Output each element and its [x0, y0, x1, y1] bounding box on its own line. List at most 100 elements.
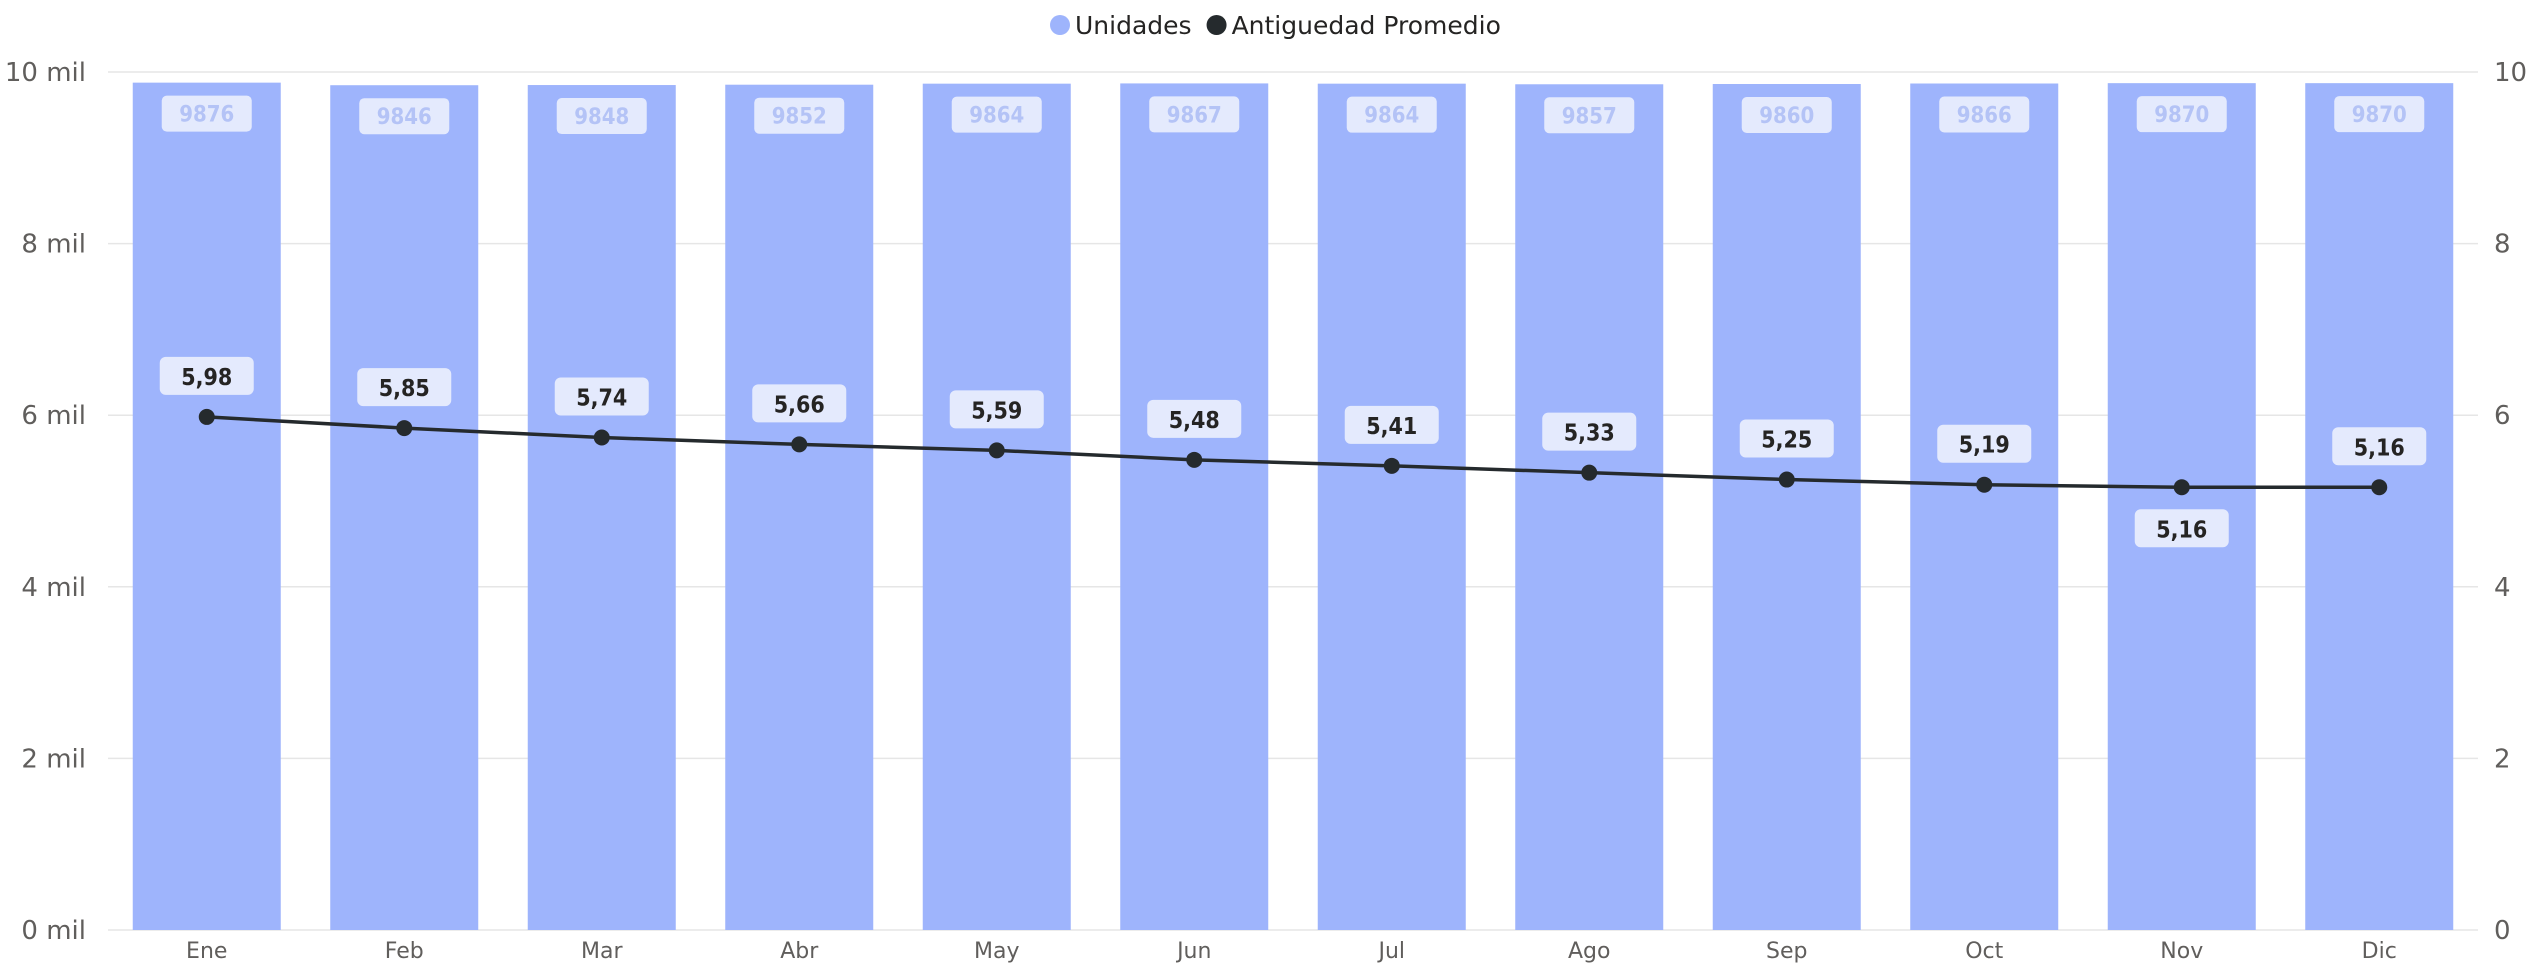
bar-label-box [161, 95, 252, 132]
y-tick-label-left: 4 mil [21, 573, 86, 603]
line-data-label: 5,41 [1344, 405, 1439, 444]
bar-data-label: 9860 [1741, 97, 1832, 134]
bar-label-text: 9870 [2352, 103, 2407, 128]
bar-data-label: 9866 [1939, 96, 2030, 133]
bar [527, 85, 676, 930]
line-label-box [2332, 427, 2427, 466]
bar-label-text: 9867 [1167, 103, 1222, 128]
bar-data-label: 9870 [2136, 96, 2227, 133]
y-tick-label-right: 0 [2494, 916, 2511, 946]
legend-marker [1050, 15, 1070, 35]
y-axis-left: 0 mil 2 mil 4 mil 6 mil 8 mil 10 mil [5, 58, 86, 946]
bar [725, 84, 874, 930]
x-tick-label: Ago [1568, 939, 1610, 964]
x-tick-label: May [974, 939, 1019, 964]
line-label-box [1739, 419, 1834, 458]
line-point [198, 408, 215, 425]
bar-label-text: 9864 [969, 104, 1024, 129]
bar-data-label: 9876 [161, 95, 252, 132]
bar-label-box [359, 98, 450, 135]
line-point [791, 436, 808, 453]
bar-label-box [1149, 96, 1240, 133]
bar-label-text: 9846 [377, 105, 432, 130]
x-tick-label: Sep [1766, 939, 1807, 964]
x-tick-label: Mar [581, 939, 623, 964]
y-tick-label-left: 2 mil [21, 744, 86, 774]
line-label-text: 5,74 [576, 386, 627, 412]
bar [922, 83, 1071, 930]
bar-data-label: 9848 [556, 98, 647, 135]
bar [1317, 83, 1466, 930]
bar-label-text: 9864 [1364, 104, 1419, 129]
line-label-box [159, 356, 254, 395]
bar [132, 82, 281, 930]
bar-label-text: 9866 [1957, 103, 2012, 128]
bar-series [132, 82, 2454, 931]
line-point [2371, 479, 2388, 496]
line-series [198, 408, 2388, 496]
line-label-box [357, 368, 452, 407]
line-data-label: 5,16 [2332, 427, 2427, 466]
line-data-label: 5,85 [357, 368, 452, 407]
x-tick-label: Jul [1376, 939, 1405, 964]
bar-label-box [2334, 96, 2425, 133]
bar-label-text: 9848 [574, 105, 629, 130]
line-point [1581, 464, 1598, 481]
line-label-text: 5,98 [181, 365, 232, 391]
line-point [396, 420, 413, 437]
bar-label-box [1939, 96, 2030, 133]
bar [2107, 83, 2256, 931]
line-label-box [752, 384, 847, 423]
bar-label-box [951, 96, 1042, 133]
line-label-box [1542, 412, 1637, 451]
line-data-label: 5,74 [554, 377, 649, 416]
line-point [988, 442, 1005, 459]
bar-data-label: 9864 [951, 96, 1042, 133]
line-point [593, 429, 610, 446]
bar-data-label: 9864 [1346, 96, 1437, 133]
y-tick-label-right: 6 [2494, 401, 2511, 431]
bar [1120, 83, 1269, 931]
line-data-label: 5,59 [949, 390, 1044, 429]
line-data-label: 5,19 [1937, 424, 2032, 463]
bar-label-box [1544, 97, 1635, 134]
y-tick-label-left: 0 mil [21, 916, 86, 946]
x-tick-label: Oct [1965, 939, 2003, 964]
y-axis-right: 0 2 4 6 8 10 [2494, 58, 2527, 946]
y-tick-label-left: 10 mil [5, 58, 86, 88]
line-data-label: 5,48 [1147, 399, 1242, 438]
bar [1515, 84, 1664, 930]
line-label-text: 5,59 [971, 398, 1022, 424]
legend: Unidades Antiguedad Promedio [1050, 11, 1501, 40]
y-tick-label-right: 8 [2494, 230, 2511, 260]
bar [2305, 83, 2454, 931]
x-tick-label: Abr [780, 939, 819, 964]
bar-data-labels: 9876 9846 9848 9852 9864 9867 9864 9857 9860 9866… [161, 95, 2425, 135]
bar-data-label: 9846 [359, 98, 450, 135]
line-label-text: 5,19 [1959, 433, 2010, 459]
line-data-label: 5,25 [1739, 419, 1834, 458]
legend-item: Unidades [1050, 11, 1192, 40]
gridlines [108, 71, 2478, 931]
line-label-text: 5,85 [379, 376, 430, 402]
line-point [1778, 471, 1795, 488]
bar-label-box [556, 98, 647, 135]
line-label-text: 5,33 [1564, 421, 1615, 447]
bar-label-box [1741, 97, 1832, 134]
line-label-box [1147, 399, 1242, 438]
x-tick-label: Dic [2362, 939, 2397, 964]
line-label-text: 5,48 [1169, 408, 1220, 434]
bar-label-text: 9860 [1759, 104, 1814, 129]
bar-label-text: 9870 [2154, 103, 2209, 128]
y-tick-label-right: 10 [2494, 58, 2527, 88]
line-point [1976, 476, 1993, 493]
line-label-box [554, 377, 649, 416]
bar-label-box [2136, 96, 2227, 133]
line-label-text: 5,16 [2354, 435, 2405, 461]
bar-label-text: 9852 [772, 105, 827, 130]
line-point [1383, 457, 1400, 474]
bar-label-box [754, 97, 845, 134]
bar-data-label: 9857 [1544, 97, 1635, 134]
legend-marker [1206, 15, 1227, 35]
